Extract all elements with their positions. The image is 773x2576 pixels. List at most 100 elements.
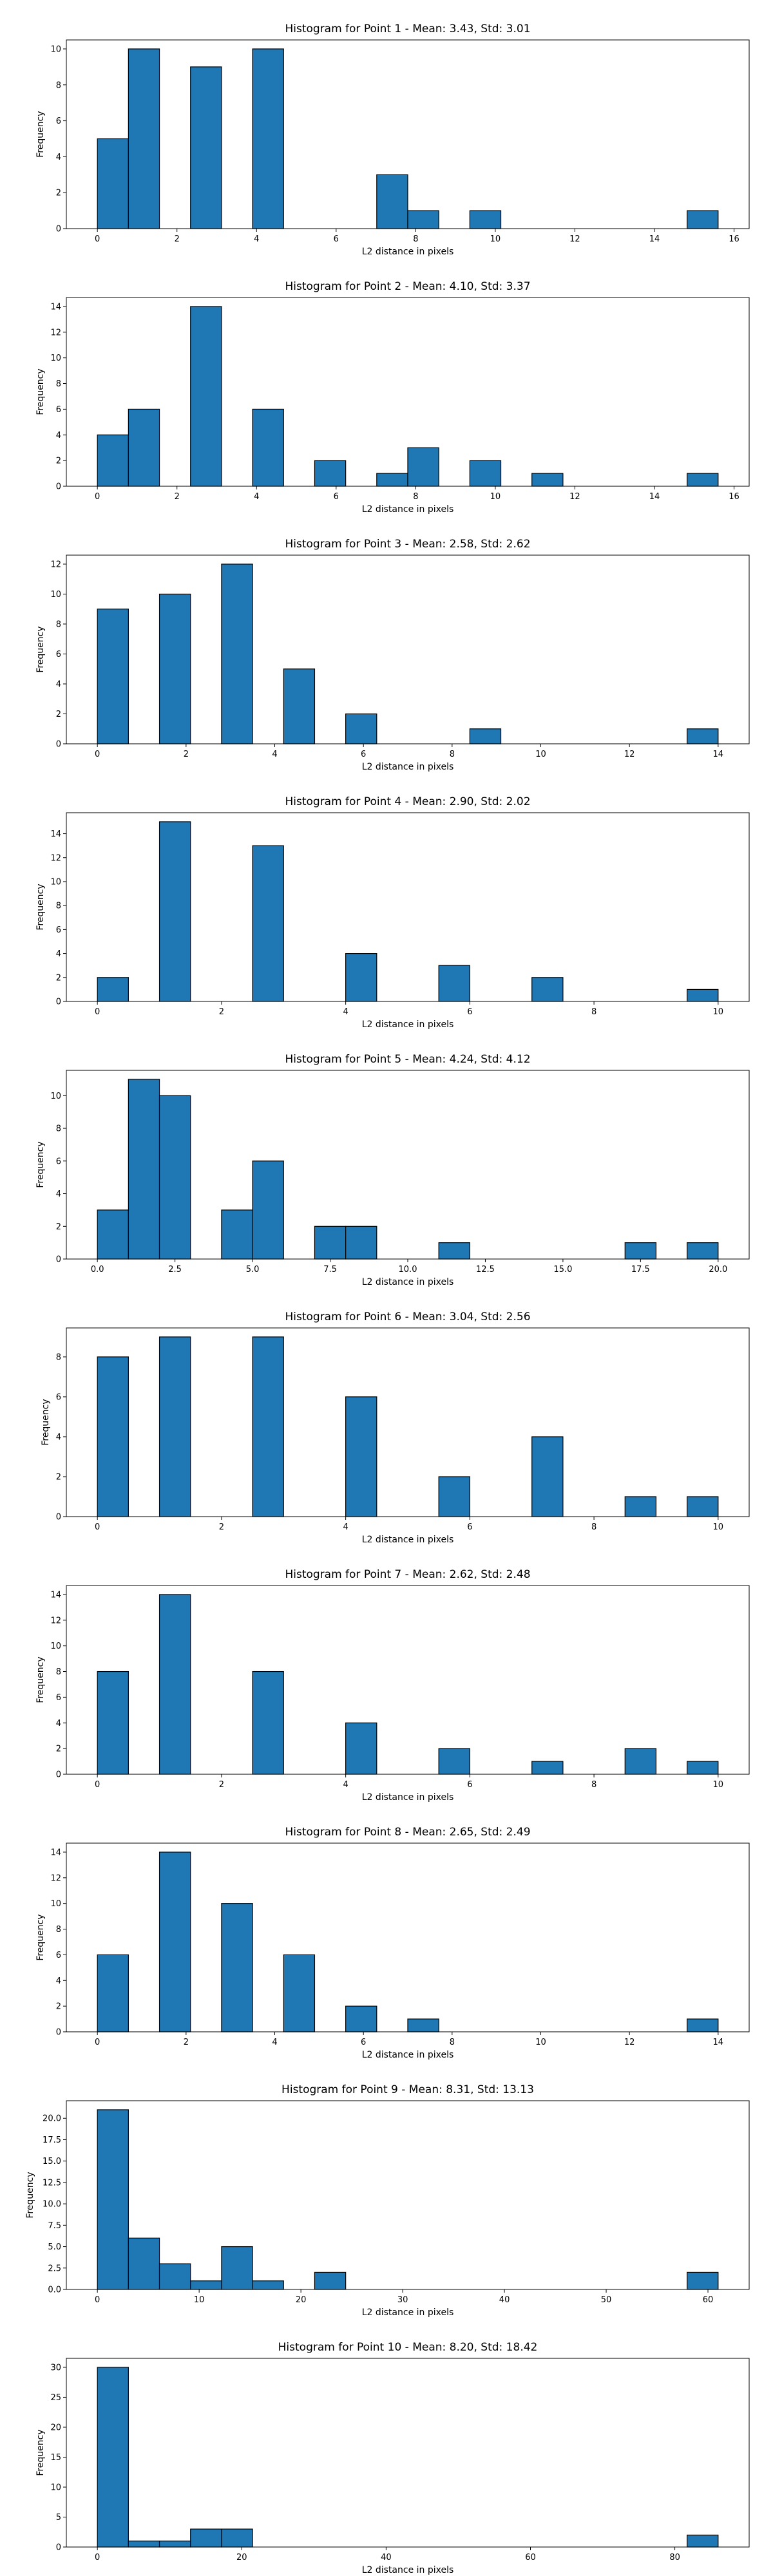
chart-2-ytick-label-0: 0: [56, 482, 61, 492]
chart-2-bar-3: [190, 306, 222, 487]
chart-5-xtick-label-7: 17.5: [631, 1265, 650, 1274]
chart-8-ytick-label-6: 12: [50, 1873, 61, 1883]
chart-3-xtick-label-4: 8: [450, 750, 455, 759]
chart-5-bar-17: [624, 1242, 657, 1260]
chart-5-xtick-label-0: 0.0: [91, 1265, 104, 1274]
chart-6-xtick-label-1: 2: [219, 1522, 224, 1532]
chart-4-bar-11: [438, 965, 470, 1002]
chart-10-axes-frame: [66, 2358, 750, 2548]
chart-1-xtick-label-8: 16: [729, 234, 740, 244]
chart-5-bar-1: [128, 1079, 160, 1260]
chart-2-bar-7: [314, 460, 347, 487]
chart-3-axes-frame: [66, 554, 750, 744]
chart-7-axes-frame: [66, 1585, 750, 1775]
chart-8-bar-8: [345, 2005, 377, 2032]
chart-8-xtick-label-6: 12: [624, 2038, 635, 2047]
chart-7-bar-0: [97, 1671, 129, 1775]
chart-8-bar-19: [687, 2018, 719, 2032]
chart-7: Histogram for Point 7 - Mean: 2.62, Std:…: [35, 1568, 750, 1803]
chart-2: Histogram for Point 2 - Mean: 4.10, Std:…: [35, 280, 750, 515]
chart-9-ytick-label-0: 0.0: [48, 2286, 61, 2295]
chart-4-xtick-label-4: 8: [591, 1007, 596, 1017]
chart-1-bar-19: [687, 210, 719, 229]
chart-7-ytick-label-7: 14: [50, 1590, 61, 1600]
chart-7-xtick-label-0: 0: [95, 1780, 100, 1790]
chart-6-bar-14: [531, 1436, 564, 1517]
chart-3-title: Histogram for Point 3 - Mean: 2.58, Std:…: [285, 538, 530, 551]
chart-10-xtick-label-1: 20: [236, 2553, 247, 2562]
chart-6-bar-2: [158, 1336, 191, 1517]
chart-1-xtick-label-3: 6: [334, 234, 339, 244]
chart-1-y-axis-label: Frequency: [35, 111, 46, 157]
chart-9-ytick-label-2: 5.0: [48, 2242, 61, 2252]
chart-8-ytick-label-2: 4: [56, 1976, 61, 1986]
chart-6-xtick-label-2: 4: [343, 1522, 348, 1532]
chart-3-xtick-label-6: 12: [624, 750, 635, 759]
chart-9-bar-1: [128, 2237, 160, 2290]
chart-5-xtick-label-8: 20.0: [709, 1265, 727, 1274]
chart-6-bar-19: [687, 1496, 719, 1517]
chart-10-xtick-label-3: 60: [525, 2553, 536, 2562]
chart-9-ytick-label-5: 12.5: [43, 2178, 61, 2188]
chart-2-ytick-label-7: 14: [50, 302, 61, 312]
chart-1-bar-3: [190, 66, 222, 229]
chart-5-xtick-label-4: 10.0: [399, 1265, 417, 1274]
chart-3-bar-8: [345, 713, 377, 744]
chart-6-ytick-label-3: 6: [56, 1392, 61, 1402]
chart-7-title: Histogram for Point 7 - Mean: 2.62, Std:…: [285, 1568, 530, 1581]
chart-4-y-axis-label: Frequency: [35, 884, 46, 930]
chart-10-bar-0: [97, 2367, 129, 2548]
chart-8-bar-2: [158, 1852, 191, 2032]
chart-5-xtick-label-2: 5.0: [246, 1265, 260, 1274]
chart-9-xtick-label-1: 10: [194, 2295, 205, 2305]
chart-6-bar-17: [624, 1496, 657, 1517]
chart-3-bar-2: [158, 593, 191, 744]
chart-6-xtick-label-0: 0: [95, 1522, 100, 1532]
chart-8: Histogram for Point 8 - Mean: 2.65, Std:…: [35, 1826, 750, 2060]
chart-4-ytick-label-2: 4: [56, 949, 61, 959]
chart-9-y-axis-label: Frequency: [25, 2172, 35, 2218]
chart-7-ytick-label-5: 10: [50, 1642, 61, 1651]
chart-10-ytick-label-3: 15: [50, 2453, 61, 2463]
chart-6-ytick-label-0: 0: [56, 1513, 61, 1522]
chart-2-xtick-label-4: 8: [413, 492, 418, 502]
chart-1-ytick-label-0: 0: [56, 225, 61, 234]
chart-5-bar-11: [438, 1242, 470, 1260]
chart-4-ytick-label-6: 12: [50, 853, 61, 863]
chart-4-title: Histogram for Point 4 - Mean: 2.90, Std:…: [285, 795, 530, 808]
chart-9-bar-19: [687, 2271, 719, 2290]
chart-1-ytick-label-4: 8: [56, 80, 61, 90]
chart-3-bar-19: [687, 728, 719, 744]
chart-7-bar-8: [345, 1722, 377, 1775]
chart-2-xtick-label-7: 14: [649, 492, 660, 502]
chart-8-xtick-label-3: 6: [361, 2038, 366, 2047]
chart-5-xtick-label-1: 2.5: [168, 1265, 182, 1274]
chart-5-xtick-label-3: 7.5: [323, 1265, 337, 1274]
chart-6-ytick-label-2: 4: [56, 1432, 61, 1442]
chart-5-ytick-label-3: 6: [56, 1157, 61, 1166]
chart-10-ytick-label-4: 20: [50, 2423, 61, 2432]
chart-5-xtick-label-6: 15.0: [553, 1265, 572, 1274]
chart-1-xtick-label-1: 2: [175, 234, 180, 244]
chart-1-xtick-label-6: 12: [569, 234, 580, 244]
chart-4-xtick-label-5: 10: [713, 1007, 724, 1017]
chart-8-xtick-label-7: 14: [713, 2038, 724, 2047]
chart-1-xtick-label-4: 8: [413, 234, 418, 244]
chart-5-x-axis-label: L2 distance in pixels: [362, 1277, 454, 1287]
chart-3-ytick-label-1: 2: [56, 710, 61, 719]
chart-6-bar-8: [345, 1396, 377, 1517]
chart-7-ytick-label-4: 8: [56, 1667, 61, 1677]
chart-4-xtick-label-3: 6: [467, 1007, 472, 1017]
chart-7-y-axis-label: Frequency: [35, 1656, 46, 1703]
chart-4-xtick-label-1: 2: [219, 1007, 224, 1017]
chart-6-bar-0: [97, 1356, 129, 1517]
chart-5-bar-4: [221, 1209, 253, 1260]
chart-8-x-axis-label: L2 distance in pixels: [362, 2050, 454, 2060]
chart-6-axes-frame: [66, 1327, 750, 1517]
chart-2-ytick-label-6: 12: [50, 328, 61, 337]
chart-4-ytick-label-0: 0: [56, 998, 61, 1007]
chart-3-ytick-label-5: 10: [50, 590, 61, 600]
chart-1-title: Histogram for Point 1 - Mean: 3.43, Std:…: [285, 23, 530, 35]
chart-7-bar-17: [624, 1748, 657, 1775]
chart-2-ytick-label-5: 10: [50, 354, 61, 363]
